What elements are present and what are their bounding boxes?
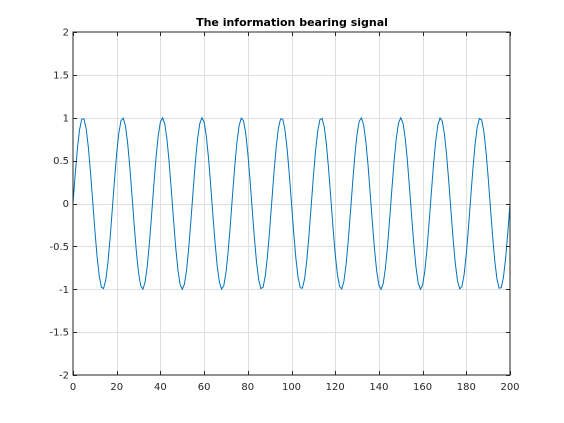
y-tick-label: -2 [59,371,69,382]
plot-area-border [72,31,511,376]
grid-lines [73,32,510,375]
x-tick-label: 20 [110,382,123,393]
x-tick-label: 60 [198,382,211,393]
x-tick-label: 160 [413,382,432,393]
x-tick-label: 100 [282,382,301,393]
y-tick-label: 0.5 [53,156,69,167]
x-tick-label: 80 [241,382,254,393]
x-tick-label: 120 [326,382,345,393]
x-tick-label: 200 [500,382,519,393]
x-tick-label: 40 [154,382,167,393]
tick-labels: 0 20 40 60 80 100 120 140 160 180 200-2-1.5-1-0.50… [49,28,519,394]
y-tick-label: 1 [63,113,69,124]
x-tick-label: 0 [70,382,76,393]
y-tick-label: 2 [63,28,69,39]
y-tick-label: -1.5 [49,328,69,339]
chart-title: The information bearing signal [196,16,388,29]
signal-series-line [72,116,511,291]
y-tick-label: -1 [59,285,69,296]
data-series-layer [72,116,511,291]
x-tick-label: 140 [369,382,388,393]
y-tick-label: 0 [63,199,69,210]
y-tick-label: -0.5 [49,242,69,253]
y-tick-label: 1.5 [53,70,69,81]
x-tick-label: 180 [457,382,476,393]
